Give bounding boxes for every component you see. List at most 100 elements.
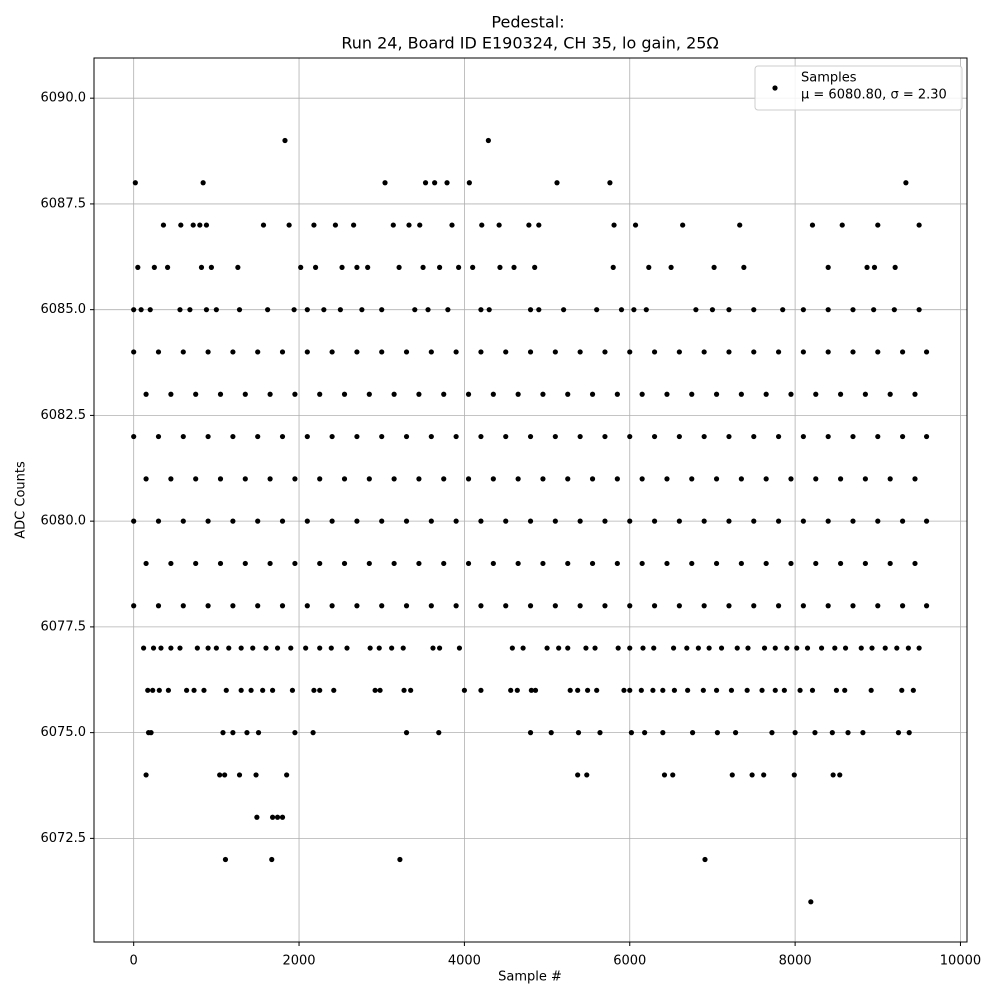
data-point (583, 645, 589, 651)
data-point (825, 518, 831, 524)
data-point (809, 687, 816, 693)
data-point (321, 307, 327, 313)
data-point (899, 518, 906, 524)
data-point (406, 222, 412, 228)
data-point (420, 264, 426, 270)
data-point (837, 772, 843, 778)
data-point (780, 307, 786, 313)
data-point (131, 433, 137, 440)
data-point (685, 687, 691, 693)
data-point (359, 307, 365, 313)
data-point (416, 391, 422, 397)
data-point (734, 645, 740, 651)
data-point (382, 180, 388, 186)
data-point (143, 772, 149, 778)
data-point (614, 476, 620, 482)
data-point (379, 433, 385, 440)
data-point (289, 687, 296, 693)
data-point (611, 222, 617, 228)
data-point (465, 560, 472, 567)
data-point (618, 307, 625, 313)
data-point (632, 222, 639, 228)
data-point (337, 307, 343, 313)
data-point (263, 645, 269, 651)
data-point (372, 687, 378, 693)
data-point (670, 772, 676, 778)
data-point (700, 687, 706, 693)
data-point (329, 433, 335, 440)
data-point (509, 645, 515, 651)
data-point (344, 645, 350, 651)
data-point (589, 560, 596, 567)
legend-note: μ = 6080.80, σ = 2.30 (801, 88, 947, 103)
data-point (763, 560, 769, 567)
data-point (403, 518, 410, 524)
data-point (751, 307, 757, 313)
data-point (536, 307, 542, 313)
data-point (916, 645, 922, 651)
data-point (713, 687, 720, 693)
data-point (131, 518, 137, 524)
data-point (812, 730, 818, 736)
data-point (832, 645, 838, 651)
data-point (763, 476, 769, 482)
x-tick-label: 8000 (779, 954, 812, 969)
data-point (226, 645, 232, 651)
data-point (751, 518, 757, 524)
data-point (379, 307, 385, 313)
data-point (150, 645, 157, 651)
data-point (441, 476, 447, 482)
data-point (639, 391, 645, 397)
data-point (200, 180, 206, 186)
data-point (180, 433, 186, 440)
data-point (444, 180, 450, 186)
data-point (478, 687, 484, 693)
data-point (713, 560, 720, 567)
data-point (490, 476, 496, 482)
data-point (527, 730, 534, 736)
data-point (775, 603, 782, 609)
data-point (850, 433, 856, 440)
data-point (291, 307, 297, 313)
data-point (627, 349, 633, 355)
data-point (205, 603, 211, 609)
data-point (267, 560, 273, 567)
data-point (341, 391, 348, 397)
data-point (788, 560, 794, 567)
data-point (432, 180, 438, 186)
data-point (660, 730, 666, 736)
data-point (279, 603, 286, 609)
data-point (565, 560, 571, 567)
data-point (923, 518, 930, 524)
data-point (706, 645, 712, 651)
data-point (575, 772, 581, 778)
data-point (155, 518, 162, 524)
data-point (895, 730, 902, 736)
data-point (311, 222, 317, 228)
data-point (749, 772, 755, 778)
data-point (680, 222, 686, 228)
data-point (292, 560, 298, 567)
data-point (862, 560, 868, 567)
data-point (527, 307, 534, 313)
data-point (614, 391, 620, 397)
data-point (912, 476, 918, 482)
data-point (390, 222, 396, 228)
data-point (627, 687, 633, 693)
data-point (317, 687, 323, 693)
y-tick-label: 6072.5 (41, 831, 87, 846)
data-point (709, 307, 716, 313)
data-point (775, 518, 782, 524)
data-point (850, 603, 856, 609)
data-point (910, 687, 916, 693)
data-point (899, 687, 905, 693)
data-point (470, 264, 476, 270)
data-point (825, 264, 831, 270)
data-point (351, 222, 357, 228)
data-point (651, 645, 657, 651)
data-point (842, 645, 849, 651)
data-point (236, 772, 243, 778)
data-point (830, 772, 836, 778)
data-point (511, 264, 517, 270)
data-point (217, 391, 224, 397)
